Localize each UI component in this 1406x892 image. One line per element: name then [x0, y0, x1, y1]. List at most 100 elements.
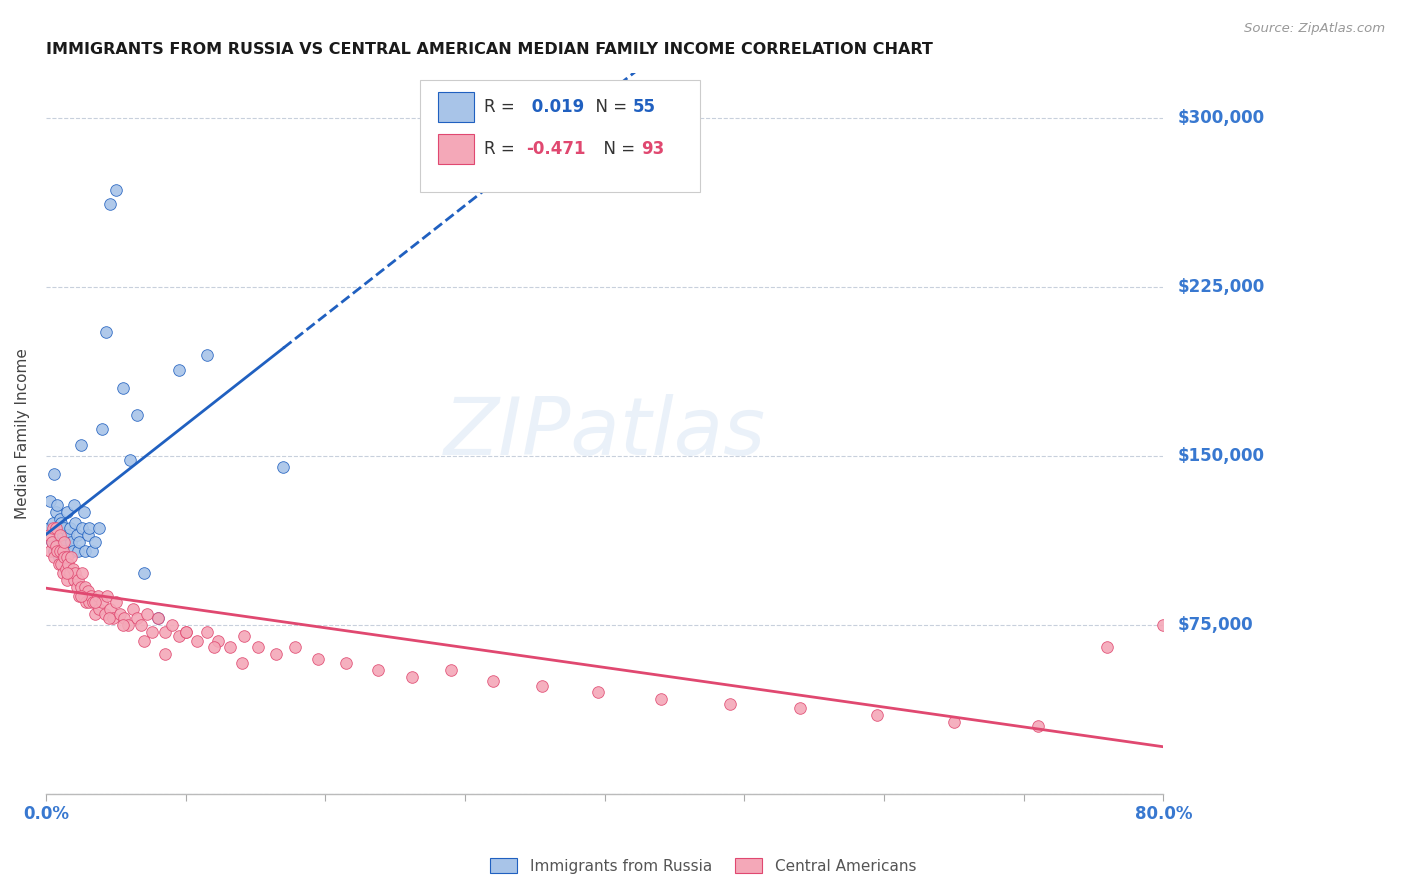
Text: 0.019: 0.019: [526, 98, 585, 116]
Point: [586, 685, 609, 699]
Point: [75, 580, 97, 594]
Point: [129, 617, 152, 632]
Text: $225,000: $225,000: [1177, 278, 1264, 296]
Point: [65, 566, 87, 580]
Point: [718, 697, 741, 711]
Point: [39, 494, 62, 508]
Point: [141, 624, 163, 639]
Point: [146, 611, 169, 625]
Point: [1097, 640, 1119, 655]
Point: [55, 534, 77, 549]
Point: [75, 543, 97, 558]
Point: [335, 656, 357, 670]
Point: [70, 580, 93, 594]
Text: $300,000: $300,000: [1177, 109, 1264, 128]
Point: [87, 521, 110, 535]
Point: [73, 505, 96, 519]
Point: [60, 534, 83, 549]
Point: [367, 663, 389, 677]
Point: [55, 561, 77, 575]
Point: [1026, 719, 1049, 733]
Y-axis label: Median Family Income: Median Family Income: [15, 348, 30, 519]
Point: [233, 629, 256, 643]
Point: [56, 566, 79, 580]
Point: [56, 505, 79, 519]
Point: [174, 624, 197, 639]
Point: [69, 534, 91, 549]
Point: [231, 656, 253, 670]
Point: [83, 607, 105, 621]
Text: 55: 55: [633, 98, 655, 116]
Point: [789, 701, 811, 715]
Point: [76, 584, 98, 599]
Point: [94, 325, 117, 339]
Point: [153, 624, 176, 639]
Point: [482, 674, 505, 689]
Point: [70, 589, 93, 603]
Point: [70, 438, 93, 452]
Point: [48, 557, 70, 571]
Point: [650, 692, 672, 706]
Point: [98, 196, 121, 211]
Point: [52, 550, 75, 565]
Point: [1152, 617, 1174, 632]
Point: [62, 561, 84, 575]
Point: [59, 521, 82, 535]
FancyBboxPatch shape: [439, 134, 474, 164]
Point: [118, 453, 141, 467]
Text: 93: 93: [641, 140, 665, 158]
Point: [104, 595, 127, 609]
Point: [117, 617, 139, 632]
Point: [48, 528, 70, 542]
Point: [101, 611, 124, 625]
Text: N =: N =: [593, 140, 641, 158]
Point: [46, 521, 69, 535]
Point: [401, 670, 423, 684]
Point: [866, 707, 889, 722]
Point: [942, 714, 965, 729]
Point: [66, 580, 89, 594]
Point: [111, 617, 134, 632]
Point: [41, 534, 63, 549]
Point: [97, 611, 120, 625]
Point: [53, 534, 76, 549]
Legend: Immigrants from Russia, Central Americans: Immigrants from Russia, Central American…: [484, 852, 922, 880]
Point: [83, 595, 105, 609]
Point: [530, 679, 553, 693]
Point: [60, 550, 83, 565]
Point: [146, 611, 169, 625]
Point: [63, 573, 86, 587]
Point: [125, 409, 148, 423]
Point: [45, 521, 67, 535]
Point: [112, 611, 135, 625]
Point: [111, 381, 134, 395]
Text: N =: N =: [585, 98, 631, 116]
Point: [52, 528, 75, 542]
Point: [153, 647, 176, 661]
Point: [76, 528, 98, 542]
Point: [86, 589, 108, 603]
Point: [56, 543, 79, 558]
FancyBboxPatch shape: [420, 80, 700, 192]
Point: [284, 640, 307, 655]
Point: [98, 602, 121, 616]
Text: R =: R =: [484, 98, 520, 116]
Point: [58, 528, 80, 542]
Point: [51, 516, 73, 531]
Point: [132, 633, 155, 648]
Point: [42, 516, 65, 531]
Point: [53, 539, 76, 553]
Point: [219, 640, 242, 655]
Point: [44, 543, 66, 558]
Text: Source: ZipAtlas.com: Source: ZipAtlas.com: [1244, 22, 1385, 36]
Point: [53, 521, 76, 535]
Point: [96, 589, 118, 603]
Point: [39, 543, 62, 558]
Point: [207, 633, 229, 648]
Text: IMMIGRANTS FROM RUSSIA VS CENTRAL AMERICAN MEDIAN FAMILY INCOME CORRELATION CHAR: IMMIGRANTS FROM RUSSIA VS CENTRAL AMERIC…: [46, 42, 932, 57]
Point: [59, 566, 82, 580]
Point: [125, 611, 148, 625]
Point: [266, 647, 288, 661]
Point: [273, 460, 295, 475]
Point: [174, 624, 197, 639]
